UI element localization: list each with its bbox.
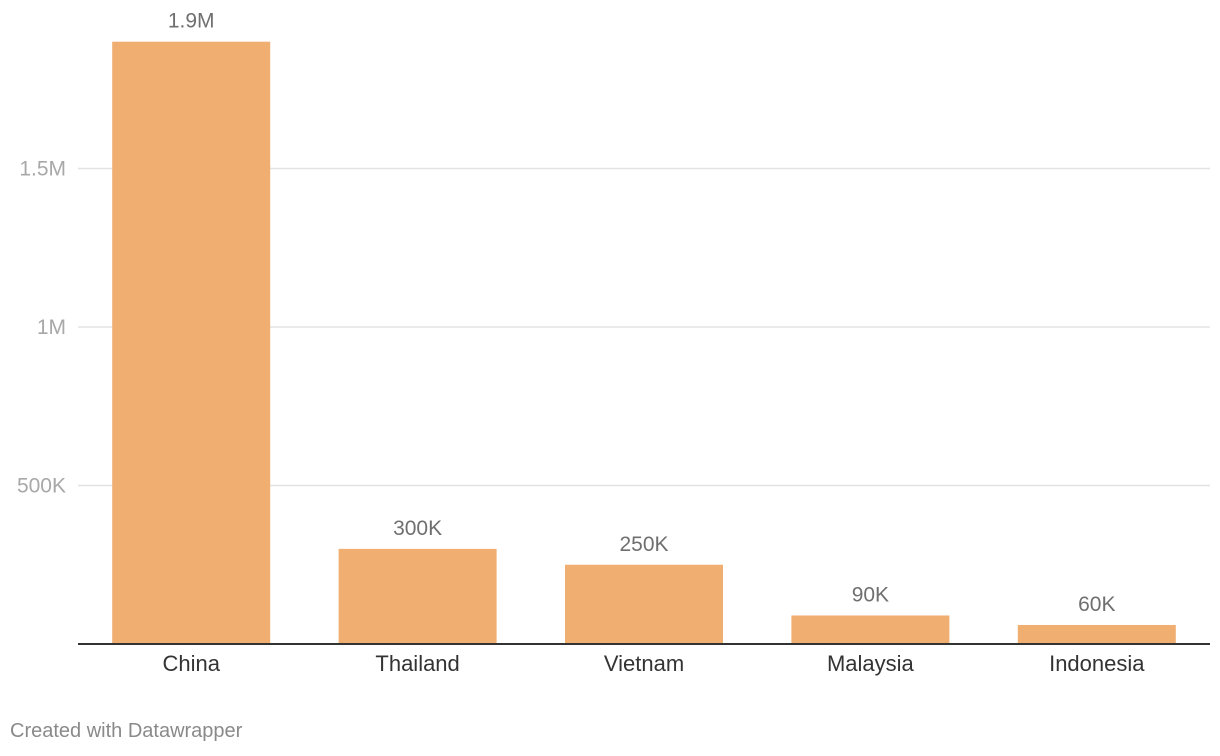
bar-indonesia — [1017, 624, 1176, 644]
value-label: 90K — [852, 583, 889, 606]
y-tick-label: 1.5M — [19, 158, 66, 181]
category-label: Indonesia — [1049, 651, 1145, 676]
y-tick-label: 1M — [37, 316, 66, 339]
value-label: 60K — [1078, 593, 1115, 616]
category-label: Thailand — [375, 651, 459, 676]
category-label: Vietnam — [604, 651, 684, 676]
value-label: 250K — [619, 533, 668, 556]
bar-vietnam — [565, 564, 723, 644]
y-tick-label: 500K — [17, 475, 66, 498]
bar-thailand — [338, 548, 497, 644]
bar-china — [112, 41, 271, 644]
category-label: Malaysia — [827, 651, 915, 676]
category-label: China — [162, 651, 220, 676]
value-label: 300K — [393, 517, 442, 540]
footer-credit[interactable]: Created with Datawrapper — [10, 720, 243, 742]
bar-malaysia — [791, 615, 950, 644]
value-label: 1.9M — [168, 10, 215, 33]
